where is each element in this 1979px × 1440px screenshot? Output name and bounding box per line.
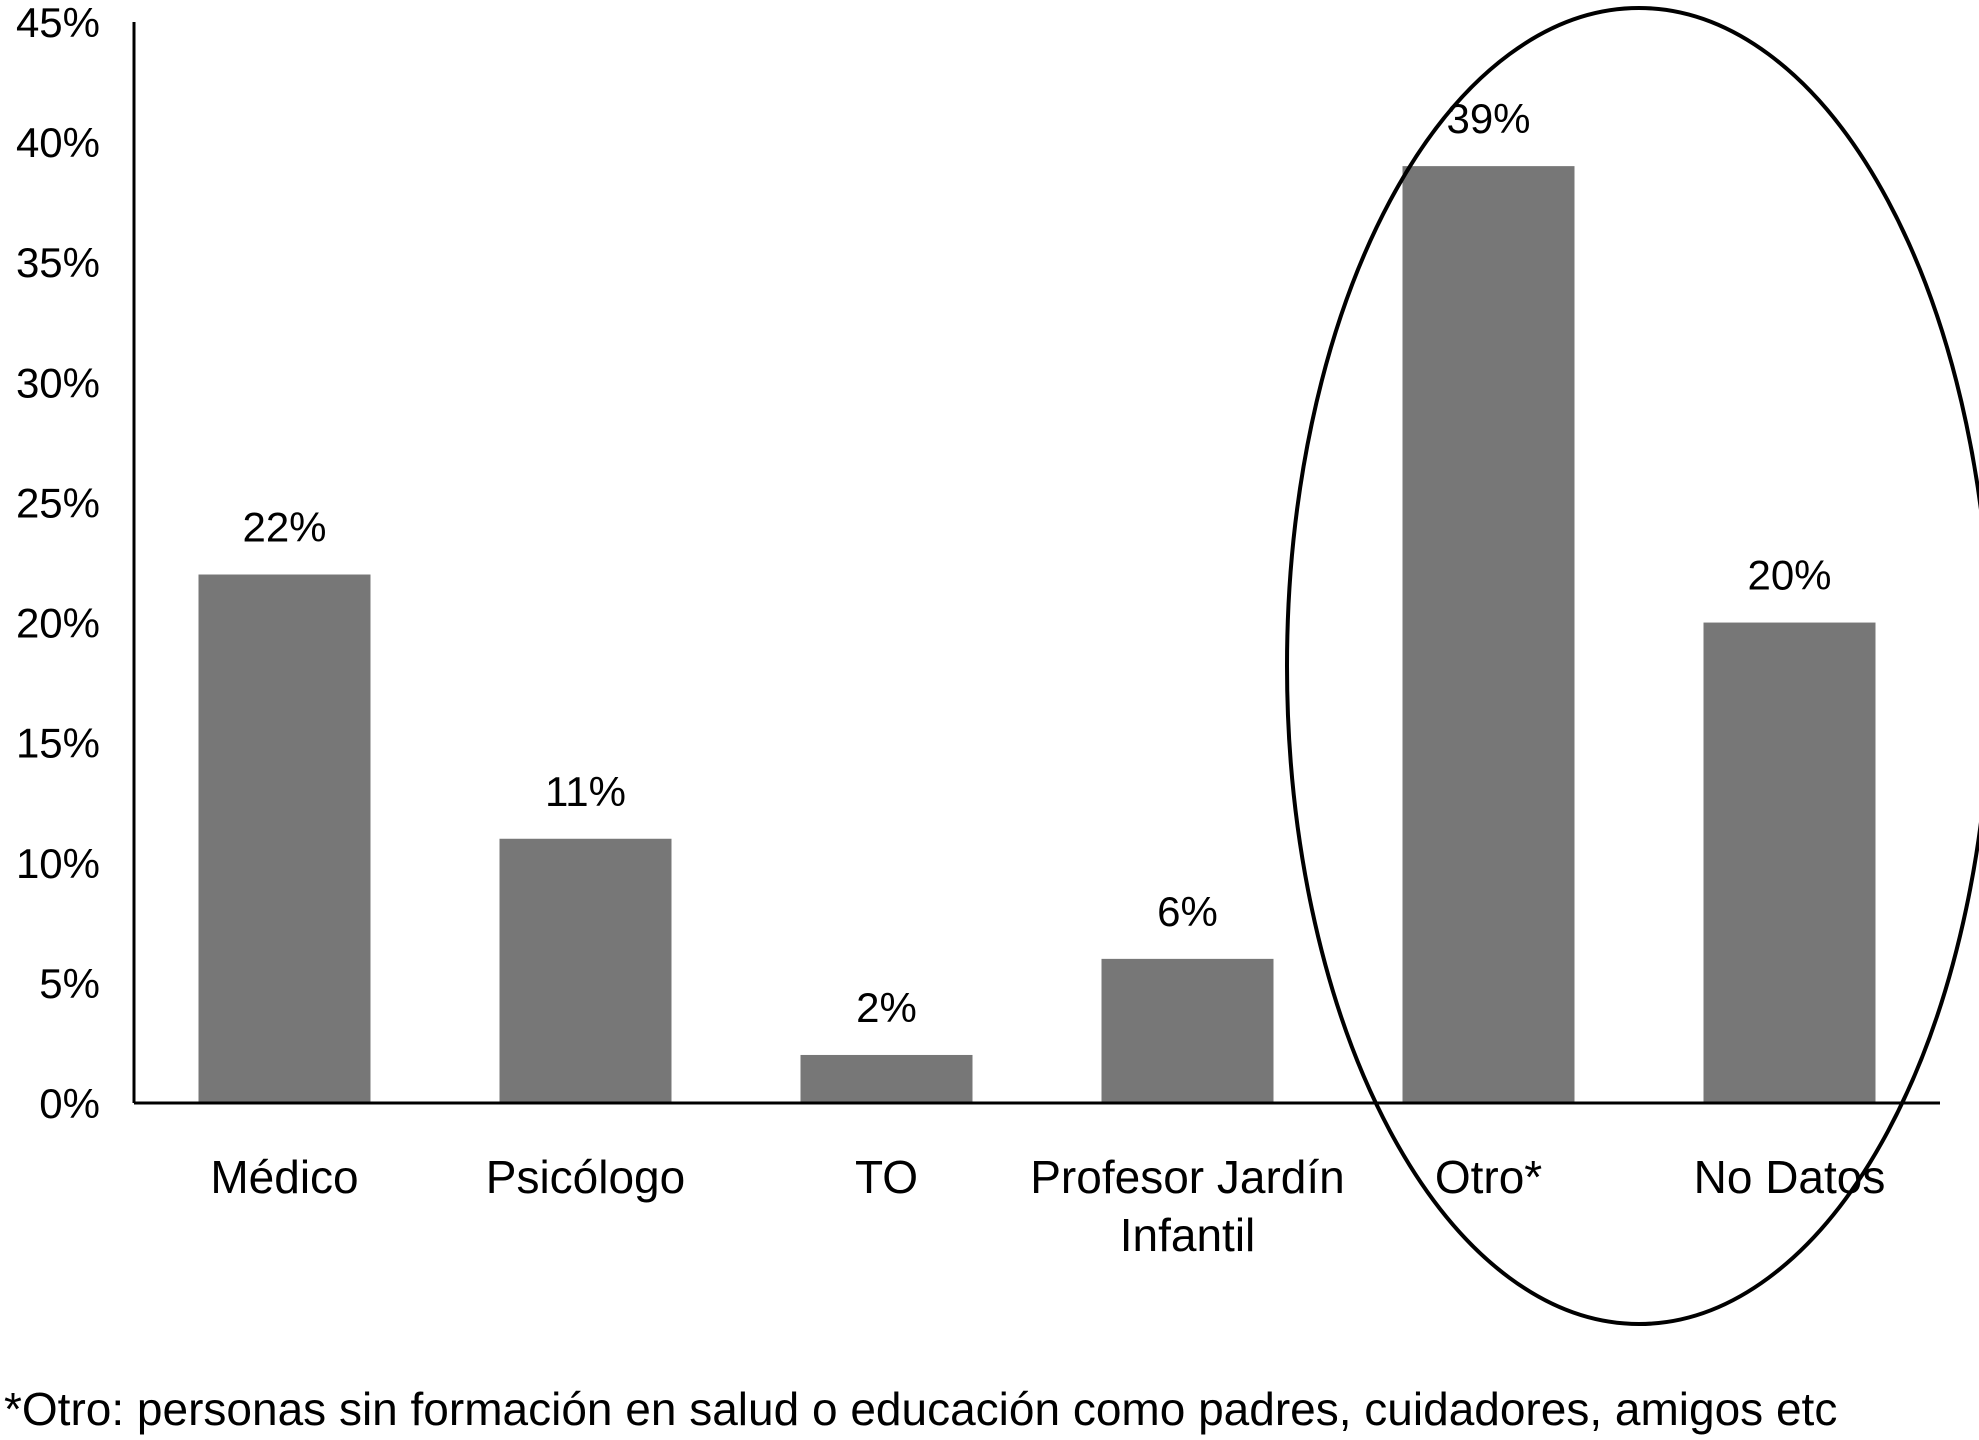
x-tick-label: No Datos — [1694, 1151, 1886, 1203]
bar — [198, 574, 371, 1103]
y-axis-ticks: 0% 5% 10% 15% 20% 25% 30% 35% 40% 45% — [16, 0, 100, 1127]
highlight-ellipse — [1285, 6, 1979, 1326]
y-tick-label: 15% — [16, 720, 100, 767]
y-tick-label: 40% — [16, 119, 100, 166]
bar — [499, 838, 672, 1103]
data-labels: 22% 11% 2% 6% 39% 20% — [242, 95, 1831, 1031]
y-tick-label: 45% — [16, 0, 100, 46]
data-label: 20% — [1747, 552, 1831, 599]
y-tick-label: 0% — [39, 1080, 100, 1127]
footnote: *Otro: personas sin formación en salud o… — [4, 1383, 1838, 1435]
bar — [1101, 958, 1274, 1103]
bar — [1703, 622, 1876, 1103]
data-label: 22% — [242, 504, 326, 551]
y-tick-label: 35% — [16, 239, 100, 286]
y-tick-label: 20% — [16, 600, 100, 647]
x-tick-label: Psicólogo — [486, 1151, 685, 1203]
data-label: 11% — [545, 768, 626, 815]
x-tick-label: Otro* — [1435, 1151, 1542, 1203]
y-tick-label: 5% — [39, 960, 100, 1007]
data-label: 2% — [856, 984, 917, 1031]
bar — [1402, 166, 1575, 1104]
y-tick-label: 10% — [16, 840, 100, 887]
data-label: 6% — [1157, 888, 1218, 935]
x-tick-label: TO — [855, 1151, 918, 1203]
y-tick-label: 30% — [16, 359, 100, 406]
bars — [198, 166, 1876, 1104]
x-axis-labels: Médico Psicólogo TO Profesor Jardín Infantil… — [210, 1151, 1885, 1261]
x-tick-label: Médico — [210, 1151, 358, 1203]
x-tick-label: Profesor Jardín Infantil — [1030, 1151, 1344, 1261]
data-label: 39% — [1446, 95, 1530, 142]
bar — [800, 1054, 973, 1103]
y-tick-label: 25% — [16, 479, 100, 526]
